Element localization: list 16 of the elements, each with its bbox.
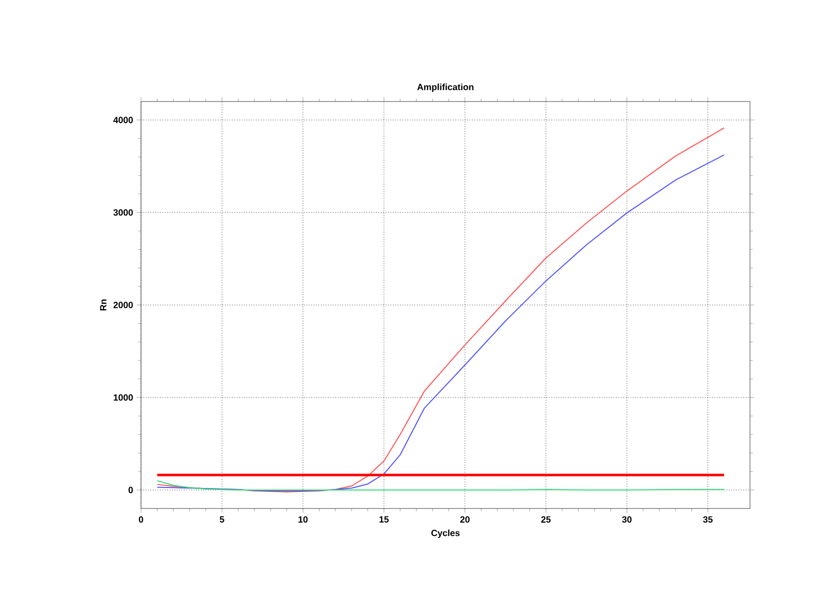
x-tick-label: 15: [380, 516, 389, 523]
y-tick-label: 3000: [113, 209, 133, 216]
x-tick-label: 30: [622, 516, 632, 523]
y-tick-label: 1000: [114, 394, 133, 401]
x-tick-label: 25: [541, 516, 551, 523]
x-axis-title: Cycles: [431, 530, 460, 538]
chart-title: Amplification: [417, 84, 474, 92]
x-tick-label: 10: [298, 516, 308, 523]
y-axis-title: Rn: [100, 300, 106, 310]
x-tick-label: 20: [460, 516, 470, 523]
x-tick-label: 5: [220, 516, 224, 523]
y-tick-label: 2000: [114, 302, 133, 308]
x-tick-label: 35: [703, 516, 713, 523]
x-tick-label: 0: [138, 516, 144, 523]
y-tick-label: 0: [128, 486, 133, 494]
y-tick-label: 4000: [113, 116, 133, 124]
